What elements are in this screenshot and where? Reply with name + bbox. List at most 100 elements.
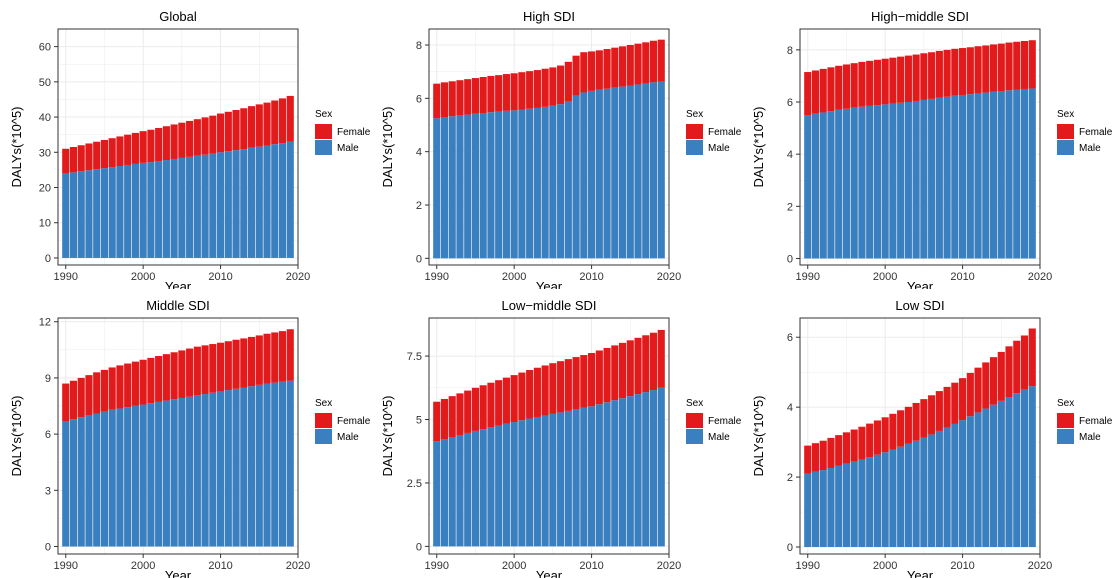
bar-male [116,166,124,258]
bar-female [549,363,557,414]
y-tick-label: 10 [39,218,51,230]
bar-female [827,437,835,468]
y-axis-label: DALYs(*10^5) [751,106,766,187]
bar-female [278,331,287,382]
y-tick-label: 6 [787,97,793,109]
bar-male [518,109,526,259]
bars [433,329,665,547]
bar-male [989,91,998,259]
x-tick-label: 2000 [131,560,155,572]
bar-female [866,60,874,106]
bar-female [989,357,998,405]
y-axis-label: DALYs(*10^5) [9,106,24,187]
bar-female [502,74,510,111]
bar-male [858,459,866,548]
bar-male [479,429,487,547]
bar-male [124,164,132,258]
bar-male [642,392,650,547]
chart-svg: 0 2 4 6 8 1990 2000 2010 2020 High SDI Year DALYs(*… [380,9,742,289]
bar-male [124,407,132,547]
legend-label-female: Female [1079,416,1113,427]
bar-male [209,153,217,258]
y-tick-label: 6 [416,93,422,105]
legend-label-female: Female [708,127,742,138]
bar-female [564,359,572,411]
bar-female [626,340,634,397]
plot-border [57,317,299,555]
panel-global: 0 10 20 30 40 50 60 1990 2000 2010 2020 Global Year D… [0,0,371,289]
bar-male [131,405,139,547]
bar-female [997,351,1005,401]
bar-male [193,395,201,547]
bar-male [232,388,240,547]
legend-swatch-male [315,140,332,155]
bar-male [649,390,658,547]
bar-female [255,104,263,147]
bar-female [116,136,124,167]
bar-male [209,392,217,547]
x-tick-label: 1990 [424,560,448,572]
legend-label-female: Female [337,127,371,138]
legend-swatch-male [1057,140,1074,155]
bar-female [873,59,881,106]
legend: Sex Female Male [315,109,371,155]
legend-title: Sex [315,398,332,409]
x-tick-label: 1990 [53,560,77,572]
bar-male [811,471,820,548]
bar-male [147,403,155,547]
bar-female [201,345,209,395]
bar-female [240,338,248,388]
legend-label-male: Male [1079,143,1101,154]
bar-male [487,112,495,259]
bar-female [479,385,487,430]
bar-male [139,404,147,547]
panel-low-middle-sdi: 0 2.5 5 7.5 1990 2000 2010 2020 Low−middle SDI Ye… [371,289,742,578]
bar-male [224,151,232,258]
y-axis-label: DALYs(*10^5) [380,106,395,187]
bar-female [247,106,256,148]
bar-male [100,411,109,547]
bar-female [433,83,441,119]
bar-male [835,465,843,548]
y-tick-label: 6 [787,332,793,344]
legend-label-female: Female [337,416,371,427]
bar-male [108,167,116,258]
bar-female [440,398,449,440]
x-tick-label: 2010 [950,271,974,283]
bar-female [162,126,170,161]
bar-female [989,44,998,92]
chart-svg: 0 3 6 9 12 1990 2000 2010 2020 Middle SDI Year DALY… [9,298,371,578]
bar-female [93,141,101,170]
x-tick-label: 1990 [795,560,819,572]
bar-female [448,396,456,438]
bar-male [77,417,85,547]
bar-male [116,408,124,547]
bar-female [850,429,858,462]
bars [433,39,665,259]
bar-male [526,108,534,259]
bar-male [440,439,449,547]
bar-male [186,156,194,258]
bar-male [77,171,85,258]
bar-female [471,78,480,114]
legend-swatch-female [686,413,703,428]
x-tick-label: 1990 [424,271,448,283]
bar-male [819,112,827,259]
y-tick-label: 12 [39,317,51,329]
bars [804,328,1036,548]
bar-male [549,413,557,547]
bar-female [959,48,967,95]
bar-male [155,401,163,547]
bar-male [510,110,518,259]
bar-male [881,104,889,259]
bar-male [603,88,611,259]
bar-female [510,375,518,423]
bar-female [827,67,835,112]
bar-female [77,377,85,418]
bar-female [224,341,232,391]
legend: Sex Female Male [686,109,742,155]
bar-male [255,384,263,547]
bar-male [100,168,109,258]
bar-female [116,365,124,409]
